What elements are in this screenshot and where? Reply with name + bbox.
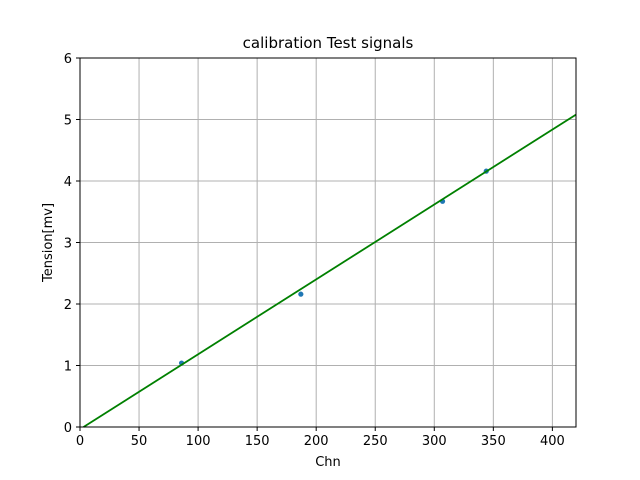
x-axis-ticks: 0 50 100 150 200 250 300 350 400 — [76, 427, 565, 449]
x-tick-label: 50 — [131, 434, 148, 449]
y-tick-label: 6 — [64, 52, 72, 67]
plot-series — [83, 113, 577, 428]
y-tick-label: 1 — [64, 360, 72, 375]
y-tick-label: 5 — [64, 114, 72, 129]
y-tick-label: 3 — [64, 237, 72, 252]
x-axis-label: Chn — [315, 455, 341, 470]
x-tick-label: 150 — [245, 434, 270, 449]
y-axis-ticks: 0 1 2 3 4 5 6 — [64, 52, 80, 436]
y-tick-label: 0 — [64, 421, 72, 436]
chart-title: calibration Test signals — [243, 34, 414, 52]
x-tick-label: 250 — [363, 434, 388, 449]
y-tick-label: 4 — [64, 175, 72, 190]
y-tick-label: 2 — [64, 298, 72, 313]
x-tick-label: 0 — [76, 434, 84, 449]
x-tick-label: 400 — [540, 434, 565, 449]
y-axis-label: Tension[mv] — [41, 203, 56, 283]
x-tick-label: 200 — [304, 434, 329, 449]
fit-line — [83, 113, 577, 428]
x-tick-label: 300 — [422, 434, 447, 449]
data-point — [298, 291, 304, 297]
x-tick-label: 100 — [186, 434, 211, 449]
x-tick-label: 350 — [481, 434, 506, 449]
